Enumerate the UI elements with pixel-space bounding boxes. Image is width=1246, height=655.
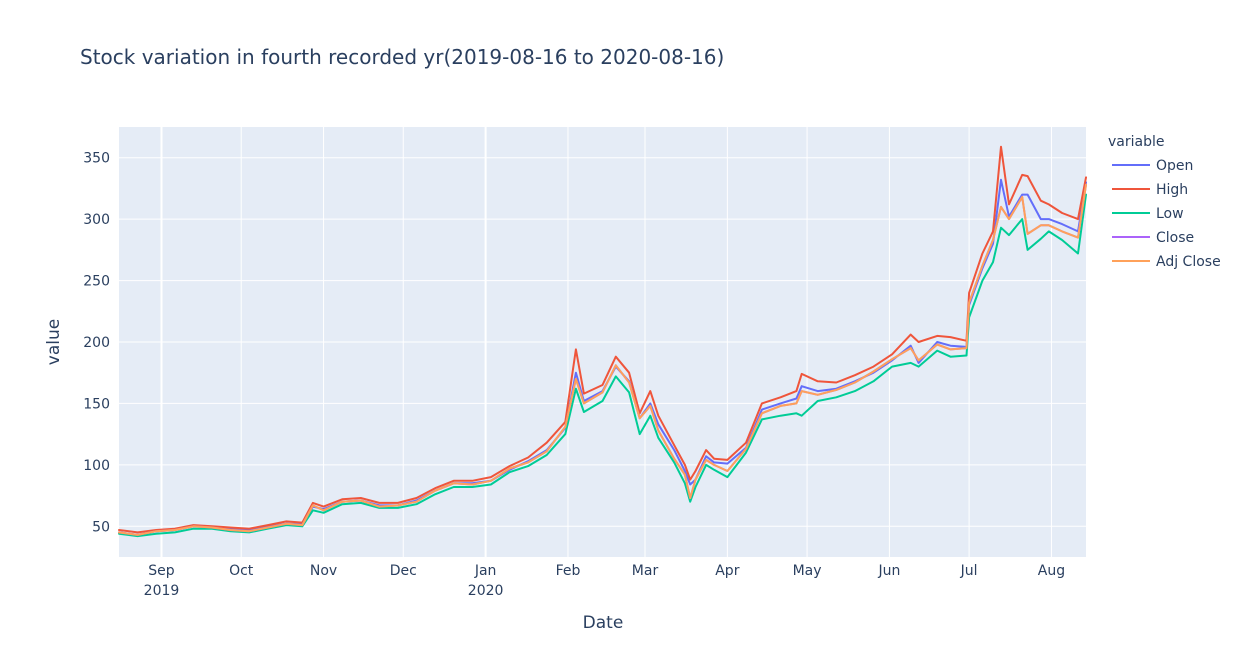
x-tick-sublabel: 2019	[144, 583, 180, 599]
legend: variable Open High Low Close Adj Close	[1108, 134, 1221, 270]
x-tick-label: Jan	[474, 563, 497, 579]
x-tick-label: Mar	[632, 563, 659, 579]
y-axis-ticks: 50 100 150 200 250 300 350	[83, 151, 110, 536]
x-tick-label: Jun	[877, 563, 900, 579]
y-axis-title: value	[44, 319, 64, 365]
legend-items: Open High Low Close Adj Close	[1112, 158, 1221, 270]
x-gridlines	[160, 127, 1052, 557]
x-tick-label: Dec	[390, 563, 417, 579]
x-tick-label: Oct	[229, 563, 254, 579]
x-axis-ticks: Sep 2019 Oct Nov Dec Jan 2020 Feb Mar Apr May Jun Ju…	[144, 563, 1065, 599]
legend-label-close: Close	[1156, 230, 1194, 246]
x-tick-label: May	[793, 563, 822, 579]
x-tick-label: Sep	[148, 563, 175, 579]
legend-label-open: Open	[1156, 158, 1193, 174]
legend-title: variable	[1108, 134, 1164, 150]
y-tick-label: 100	[83, 458, 110, 474]
x-tick-label: Aug	[1038, 563, 1065, 579]
x-tick-label: Nov	[310, 563, 337, 579]
legend-label-high: High	[1156, 182, 1188, 198]
y-tick-label: 250	[83, 274, 110, 290]
series-line-adj-close	[118, 183, 1087, 536]
y-tick-label: 300	[83, 212, 110, 228]
x-tick-label: Apr	[715, 563, 739, 579]
y-tick-label: 350	[83, 151, 110, 167]
x-tick-label: Jul	[960, 563, 978, 579]
series-line-high	[118, 145, 1087, 534]
x-axis-title: Date	[583, 613, 624, 633]
y-tick-label: 150	[83, 396, 110, 412]
chart-title: Stock variation in fourth recorded yr(20…	[80, 45, 724, 69]
series-lines	[118, 145, 1087, 538]
legend-label-low: Low	[1156, 206, 1184, 222]
x-tick-sublabel: 2020	[468, 583, 504, 599]
y-tick-label: 200	[83, 335, 110, 351]
legend-label-adj-close: Adj Close	[1156, 254, 1221, 270]
y-tick-label: 50	[92, 519, 110, 535]
x-tick-label: Feb	[556, 563, 581, 579]
